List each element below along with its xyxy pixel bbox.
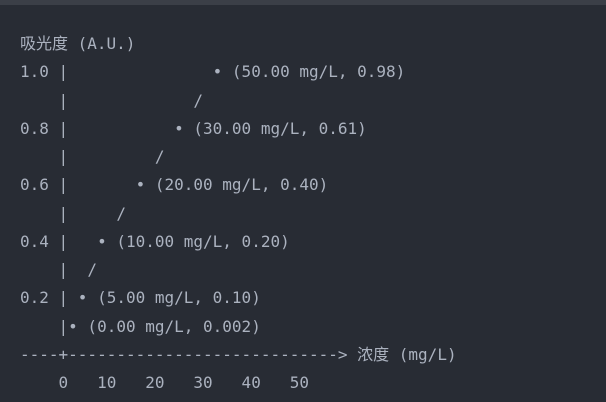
ascii-chart: 吸光度 (A.U.) 1.0 | • (50.00 mg/L, 0.98) | /… xyxy=(20,30,457,397)
x-axis-line: ----+----------------------------> 浓度 (m… xyxy=(20,344,457,364)
row-point-10: 0.4 | • (10.00 mg/L, 0.20) xyxy=(20,231,290,251)
row-connector: | / xyxy=(20,147,165,166)
row-point-5: 0.2 | • (5.00 mg/L, 0.10) xyxy=(20,288,261,308)
row-point-0: |• (0.00 mg/L, 0.002) xyxy=(20,316,261,336)
row-point-50: 1.0 | • (50.00 mg/L, 0.98) xyxy=(20,62,406,82)
row-point-30: 0.8 | • (30.00 mg/L, 0.61) xyxy=(20,118,367,138)
y-axis-label: 吸光度 (A.U.) xyxy=(20,34,136,53)
x-axis-ticks: 0 10 20 30 40 50 xyxy=(20,373,309,392)
row-connector: | / xyxy=(20,90,204,110)
row-connector: | / xyxy=(20,203,126,223)
row-point-20: 0.6 | • (20.00 mg/L, 0.40) xyxy=(20,175,329,195)
row-connector: | / xyxy=(20,260,98,279)
